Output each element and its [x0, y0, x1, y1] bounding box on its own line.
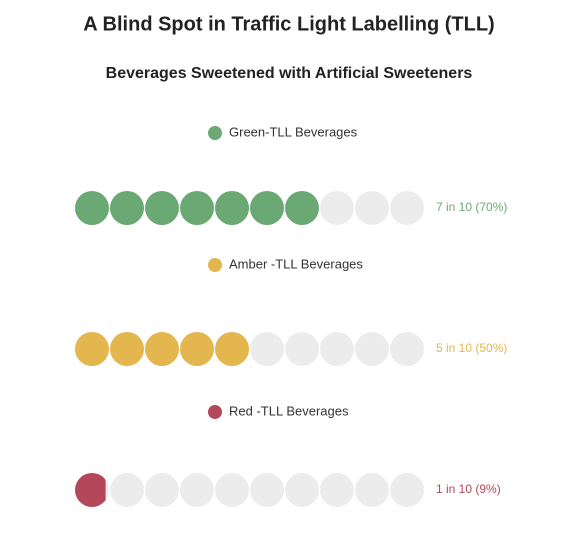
empty-dot — [145, 473, 179, 507]
legend-dot — [208, 258, 222, 272]
filled-dot — [110, 191, 144, 225]
filled-dot — [215, 332, 249, 366]
legend-dot — [208, 405, 222, 419]
empty-dot — [390, 191, 424, 225]
filled-dot — [145, 332, 179, 366]
value-label: 5 in 10 (50%) — [436, 341, 507, 355]
empty-dot — [355, 191, 389, 225]
legend-dot — [208, 126, 222, 140]
legend-label: Green-TLL Beverages — [229, 124, 358, 139]
chart-title: A Blind Spot in Traffic Light Labelling … — [83, 13, 494, 35]
filled-dot — [250, 191, 284, 225]
empty-dot — [355, 332, 389, 366]
empty-dot — [320, 332, 354, 366]
empty-dot — [320, 473, 354, 507]
empty-dot — [285, 332, 319, 366]
filled-dot — [285, 191, 319, 225]
filled-dot — [75, 332, 109, 366]
empty-dot — [390, 473, 424, 507]
empty-dot — [390, 332, 424, 366]
empty-dot — [215, 473, 249, 507]
filled-dot — [75, 191, 109, 225]
value-label: 1 in 10 (9%) — [436, 482, 501, 496]
empty-dot — [285, 473, 319, 507]
value-label: 7 in 10 (70%) — [436, 200, 507, 214]
empty-dot — [180, 473, 214, 507]
empty-dot — [250, 473, 284, 507]
legend-label: Amber -TLL Beverages — [229, 256, 363, 271]
filled-dot — [110, 332, 144, 366]
filled-dot — [180, 191, 214, 225]
empty-dot — [355, 473, 389, 507]
filled-dot — [215, 191, 249, 225]
filled-dot — [145, 191, 179, 225]
empty-dot — [110, 473, 144, 507]
empty-dot — [250, 332, 284, 366]
legend-label: Red -TLL Beverages — [229, 403, 349, 418]
filled-dot — [75, 473, 106, 507]
chart-subtitle: Beverages Sweetened with Artificial Swee… — [106, 65, 473, 82]
filled-dot — [180, 332, 214, 366]
empty-dot — [320, 191, 354, 225]
